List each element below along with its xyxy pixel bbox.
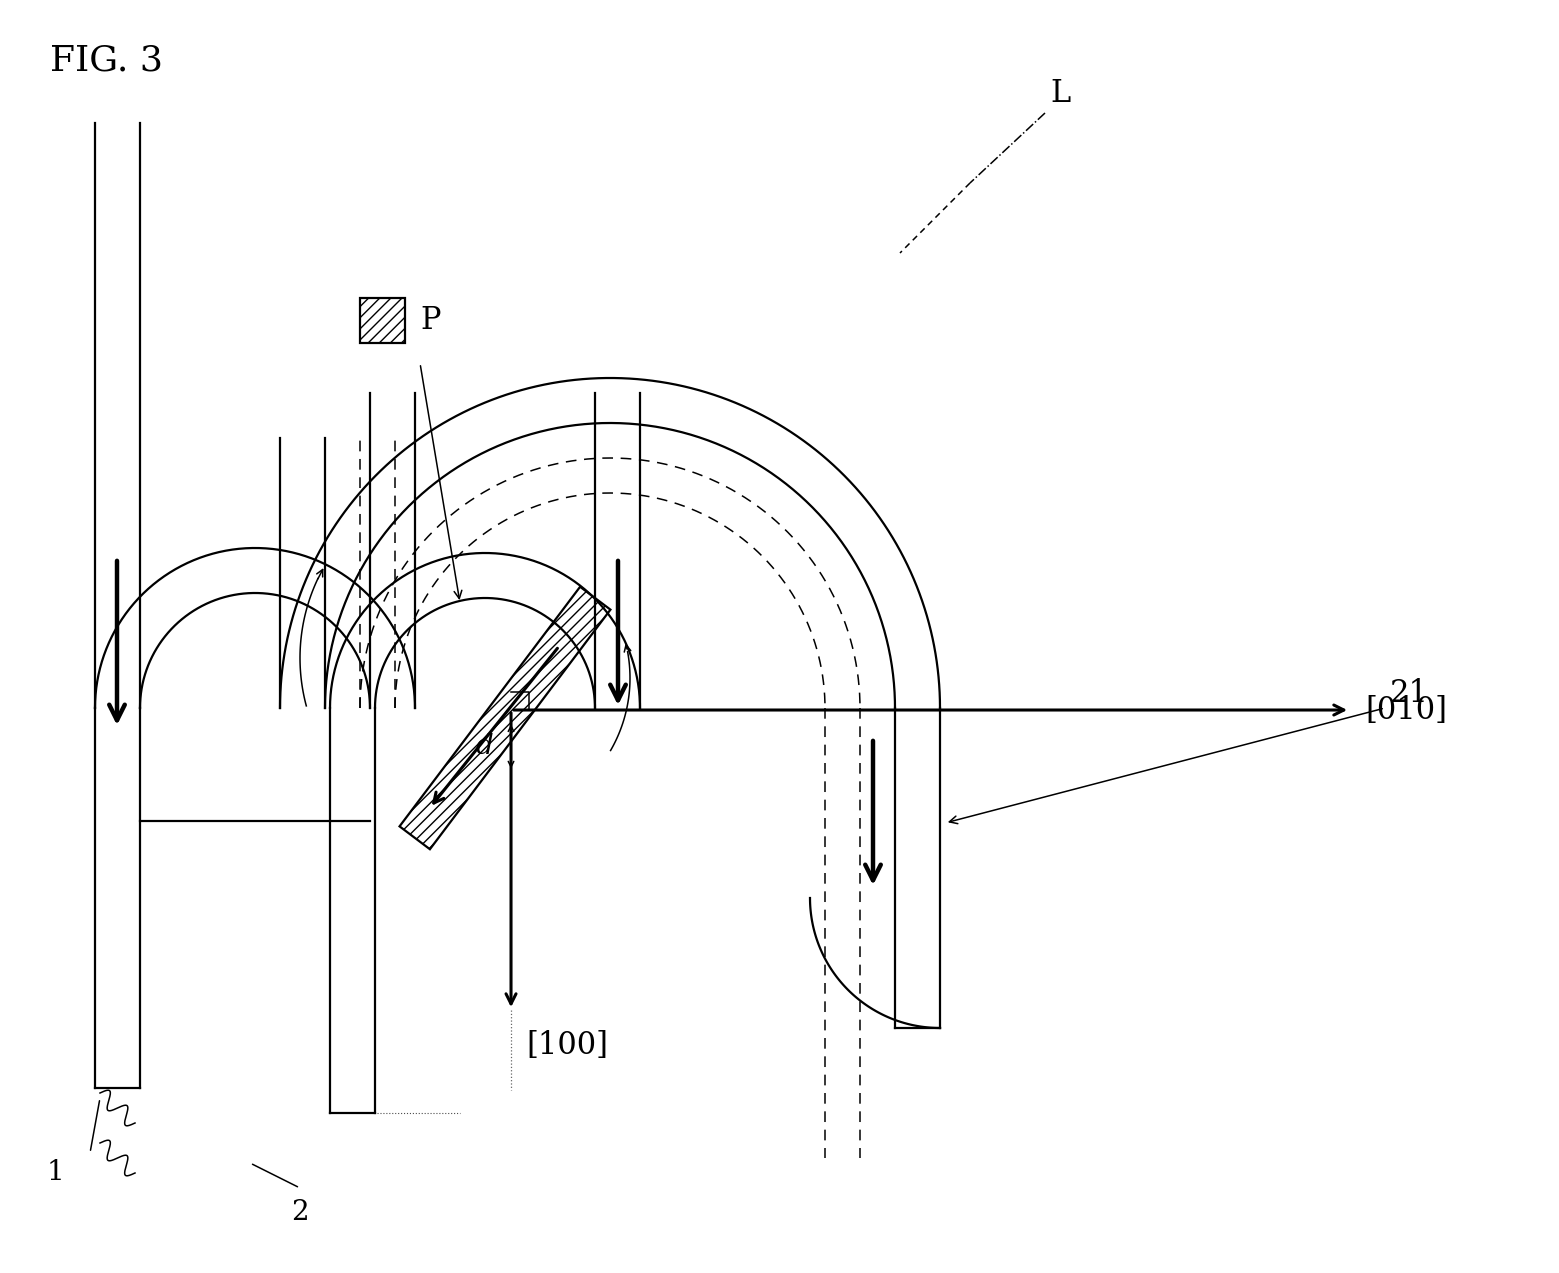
- Text: 1: 1: [47, 1160, 64, 1186]
- Polygon shape: [399, 587, 611, 849]
- Text: d: d: [475, 733, 493, 760]
- Text: L: L: [1051, 78, 1069, 108]
- Text: FIG. 3: FIG. 3: [50, 43, 164, 76]
- Text: [010]: [010]: [1366, 695, 1447, 726]
- Polygon shape: [360, 298, 405, 342]
- Text: P: P: [419, 306, 441, 336]
- Text: 21: 21: [1391, 677, 1430, 709]
- Text: 2: 2: [292, 1199, 309, 1226]
- Text: [100]: [100]: [525, 1030, 608, 1060]
